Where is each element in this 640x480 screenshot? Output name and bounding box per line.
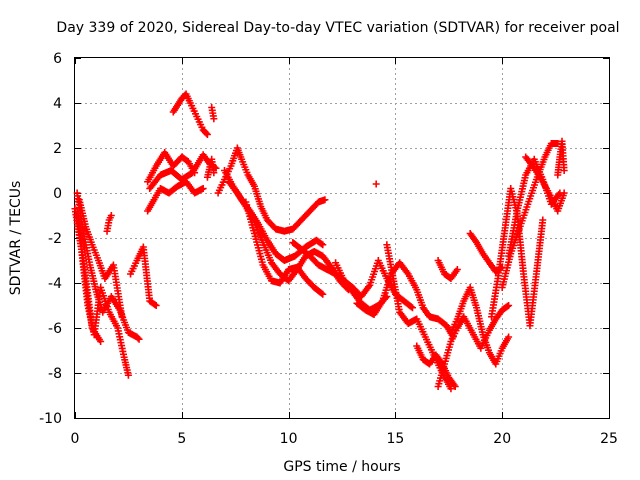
- series-track-ad: [522, 153, 568, 215]
- series-track-c: [75, 196, 126, 321]
- y-tick-label: -4: [48, 276, 62, 292]
- y-tick-label: -10: [39, 411, 62, 427]
- data-point: [152, 302, 160, 309]
- data-markers: [71, 90, 568, 393]
- series-track-n: [221, 167, 327, 264]
- data-point: [135, 335, 143, 343]
- data-point: [451, 383, 459, 390]
- series-track-j: [169, 90, 211, 138]
- y-tick-label: 2: [53, 141, 62, 157]
- x-tick-label: 10: [280, 431, 298, 447]
- data-point: [408, 304, 416, 312]
- data-point: [97, 338, 105, 345]
- series-track-e: [127, 243, 160, 309]
- data-point: [319, 290, 327, 298]
- plot-frame: [74, 57, 610, 419]
- series-track-m: [214, 144, 329, 235]
- series-track-ae: [554, 137, 568, 179]
- data-point: [453, 266, 461, 273]
- y-tick-label: 6: [53, 51, 62, 67]
- x-tick-label: 25: [600, 431, 618, 447]
- x-axis-title: GPS time / hours: [283, 459, 400, 475]
- x-tick-label: 5: [177, 431, 186, 447]
- series-track-p: [242, 198, 327, 298]
- series-track-aa: [488, 185, 547, 330]
- data-point: [317, 240, 325, 248]
- data-point: [505, 333, 513, 341]
- series-track-k: [203, 155, 218, 181]
- x-tick-label: 20: [493, 431, 511, 447]
- data-point: [118, 313, 126, 321]
- y-tick-label: -6: [48, 321, 62, 337]
- data-point: [134, 334, 142, 342]
- data-point: [447, 385, 455, 393]
- y-axis-title: SDTVAR / TECUs: [8, 181, 24, 296]
- data-point: [151, 301, 159, 309]
- data-point: [560, 167, 568, 174]
- data-point: [199, 185, 207, 192]
- series-track-f: [103, 212, 115, 235]
- series-track-r: [332, 257, 416, 312]
- data-point: [407, 303, 415, 311]
- data-point: [319, 241, 327, 249]
- data-point: [124, 371, 132, 379]
- data-point: [210, 169, 218, 177]
- y-tick-label: -8: [48, 366, 62, 382]
- data-point: [202, 129, 210, 137]
- series-track-u: [413, 342, 459, 390]
- y-tick-label: 4: [53, 96, 62, 112]
- data-point: [321, 196, 329, 204]
- series-track-l: [208, 104, 218, 123]
- data-point: [107, 212, 115, 219]
- series-track-v: [372, 180, 380, 188]
- data-point: [505, 302, 513, 309]
- y-tick-label: -2: [48, 231, 62, 247]
- x-tick-label: 0: [71, 431, 80, 447]
- series-track-x: [447, 284, 513, 368]
- data-point: [560, 189, 568, 197]
- grid: [75, 58, 609, 418]
- data-point: [318, 289, 326, 297]
- data-point: [539, 216, 547, 224]
- axis-ticks: 0 5 10 15 20 25 -10 -8 -6 -4 -2 0 2 4 6: [39, 51, 618, 447]
- series-track-z: [434, 257, 461, 282]
- series-track-d: [73, 212, 105, 345]
- data-point: [437, 359, 445, 366]
- data-point: [210, 115, 218, 123]
- series-track-i: [144, 178, 207, 215]
- y-tick-label: 0: [53, 186, 62, 202]
- series-track-g: [144, 149, 199, 186]
- data-point: [372, 180, 380, 188]
- x-tick-label: 15: [386, 431, 404, 447]
- data-point: [450, 381, 458, 389]
- chart-title: Day 339 of 2020, Sidereal Day-to-day VTE…: [56, 20, 619, 36]
- data-point: [203, 131, 211, 138]
